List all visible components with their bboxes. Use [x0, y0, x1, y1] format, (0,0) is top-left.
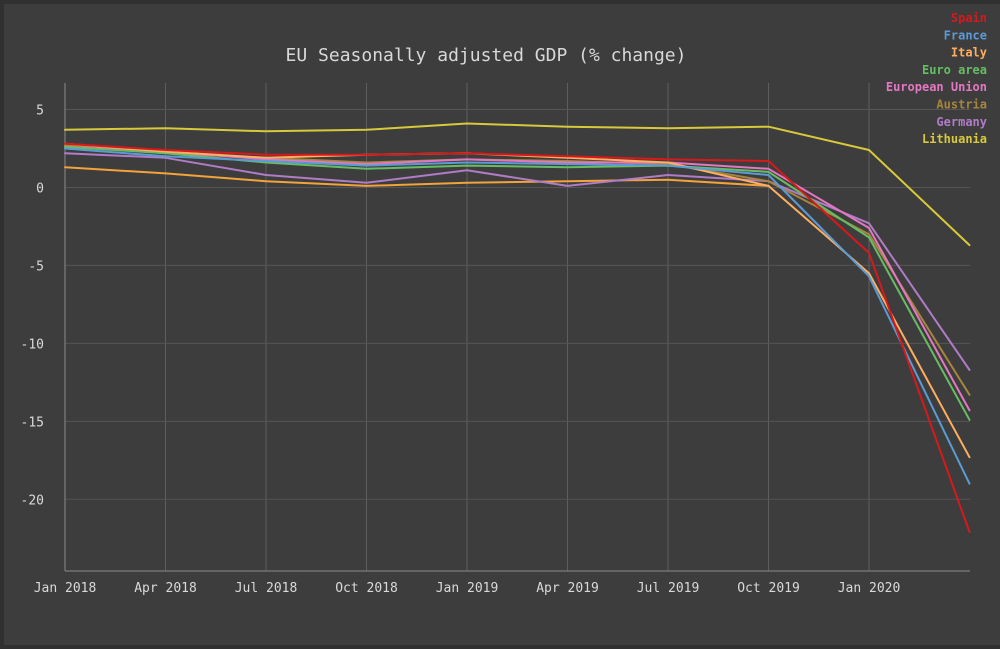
x-tick-label: Apr 2019 [536, 581, 599, 596]
x-tick-label: Jul 2018 [235, 581, 298, 596]
x-tick-label: Jan 2018 [34, 581, 97, 596]
legend-item-lithuania: Lithuania [922, 132, 987, 146]
series-line-unlabeled [64, 166, 770, 187]
series-line-spain [64, 142, 971, 533]
chart-title: EU Seasonally adjusted GDP (% change) [286, 45, 687, 66]
x-tick-label: Oct 2018 [335, 581, 398, 596]
legend-item-spain: Spain [951, 11, 987, 25]
series-line-lithuania [64, 122, 971, 247]
axes: Jan 2018 Apr 2018 Jul 2018 Oct 2018 Jan 2019… [21, 83, 970, 596]
x-tick-label: Jul 2019 [637, 581, 700, 596]
legend: Spain France Italy Euro area European Union A… [886, 11, 987, 146]
legend-item-italy: Italy [951, 46, 987, 60]
series-line-european-union [64, 145, 971, 412]
line-chart: Jan 2018 Apr 2018 Jul 2018 Oct 2018 Jan 2019… [21, 11, 987, 596]
y-tick-label: 5 [36, 104, 44, 119]
series-lines [64, 122, 971, 533]
legend-item-austria: Austria [936, 98, 987, 112]
chart-panel: Jan 2018 Apr 2018 Jul 2018 Oct 2018 Jan 2019… [4, 4, 1000, 645]
y-tick-label: -15 [21, 415, 44, 430]
series-line-germany [64, 152, 971, 371]
x-tick-label: Jan 2019 [436, 581, 499, 596]
legend-item-euro-area: Euro area [922, 63, 987, 77]
legend-item-european-union: European Union [886, 80, 987, 94]
y-tick-label: -5 [28, 259, 44, 274]
x-tick-label: Apr 2018 [134, 581, 197, 596]
y-tick-label: -20 [21, 493, 44, 508]
x-tick-label: Oct 2019 [737, 581, 800, 596]
series-line-france [64, 147, 971, 485]
y-tick-label: -10 [21, 337, 44, 352]
legend-item-germany: Germany [936, 115, 987, 129]
x-tick-label: Jan 2020 [838, 581, 901, 596]
series-line-italy [64, 142, 971, 459]
y-tick-label: 0 [36, 181, 44, 196]
legend-item-france: France [944, 28, 987, 42]
